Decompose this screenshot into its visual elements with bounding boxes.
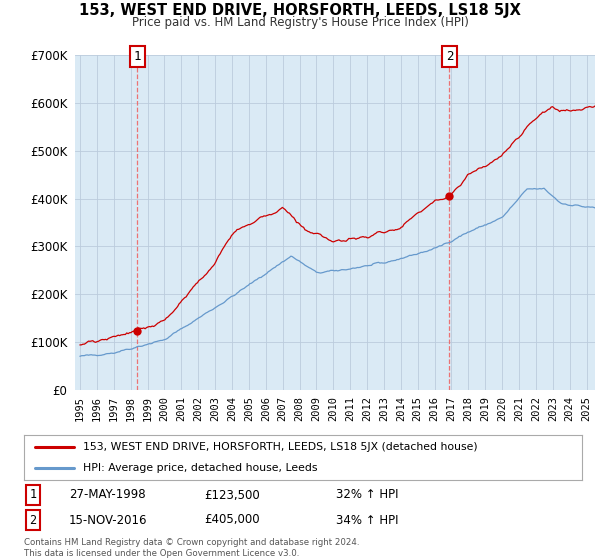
Text: 153, WEST END DRIVE, HORSFORTH, LEEDS, LS18 5JX (detached house): 153, WEST END DRIVE, HORSFORTH, LEEDS, L… [83,442,477,452]
Text: 1: 1 [29,488,37,502]
Text: Price paid vs. HM Land Registry's House Price Index (HPI): Price paid vs. HM Land Registry's House … [131,16,469,29]
Text: 15-NOV-2016: 15-NOV-2016 [69,514,148,526]
Text: 2: 2 [29,514,37,526]
Text: £123,500: £123,500 [204,488,260,502]
Text: 153, WEST END DRIVE, HORSFORTH, LEEDS, LS18 5JX: 153, WEST END DRIVE, HORSFORTH, LEEDS, L… [79,3,521,18]
Text: 32% ↑ HPI: 32% ↑ HPI [336,488,398,502]
Text: 2: 2 [446,50,453,63]
Text: 1: 1 [133,50,141,63]
Text: 27-MAY-1998: 27-MAY-1998 [69,488,146,502]
Text: HPI: Average price, detached house, Leeds: HPI: Average price, detached house, Leed… [83,463,317,473]
Text: Contains HM Land Registry data © Crown copyright and database right 2024.
This d: Contains HM Land Registry data © Crown c… [24,538,359,558]
Text: 34% ↑ HPI: 34% ↑ HPI [336,514,398,526]
Text: £405,000: £405,000 [204,514,260,526]
